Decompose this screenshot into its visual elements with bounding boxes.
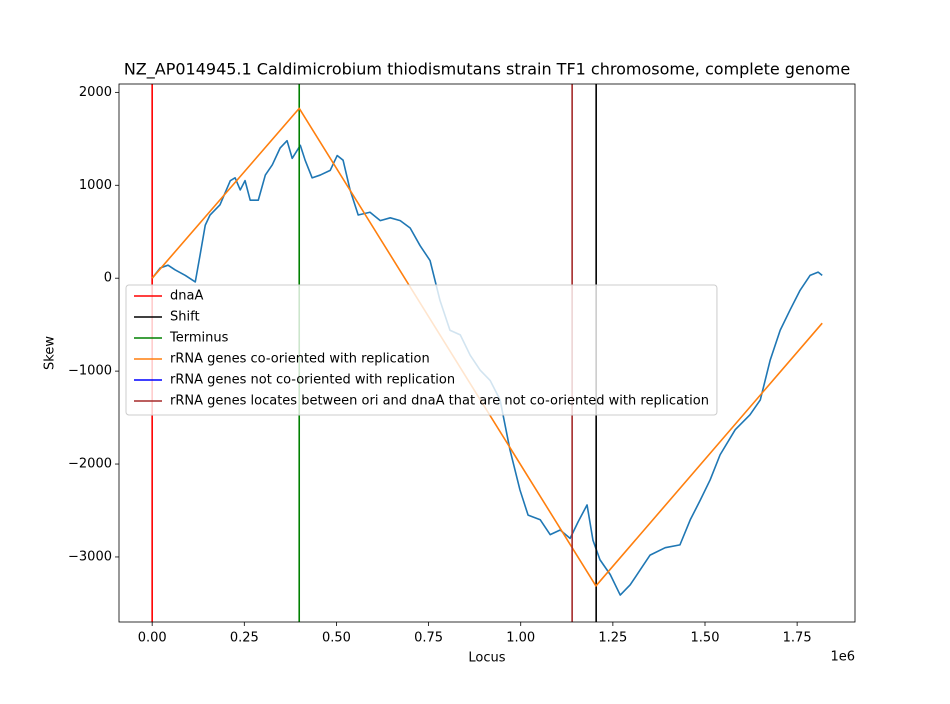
x-tick-label: 0.50 — [322, 631, 351, 646]
legend-box — [125, 284, 718, 416]
legend-label: Shift — [170, 310, 200, 325]
y-axis-label: Skew — [43, 336, 58, 370]
x-tick-label: 1.50 — [691, 631, 720, 646]
y-tick-label: −1000 — [68, 364, 112, 379]
y-tick-label: 0 — [104, 271, 112, 286]
legend-label: rRNA genes locates between ori and dnaA … — [170, 394, 709, 409]
x-tick-label: 0.75 — [414, 631, 443, 646]
legend: dnaA Shift Terminus rRNA genes co-oriented … — [125, 284, 718, 416]
x-tick-label: 1.25 — [598, 631, 627, 646]
y-tick-label: −3000 — [68, 549, 112, 564]
x-tick-label: 0.25 — [230, 631, 259, 646]
x-tick-label: 1.00 — [506, 631, 535, 646]
y-tick-label: −2000 — [68, 457, 112, 472]
x-tick-label: 0.00 — [138, 631, 167, 646]
axes-frame — [118, 83, 856, 623]
y-tick-label: 1000 — [79, 178, 112, 193]
y-tick-label: 2000 — [79, 85, 112, 100]
chart-title: NZ_AP014945.1 Caldimicrobium thiodismuta… — [124, 60, 850, 80]
x-tick-label: 1.75 — [783, 631, 812, 646]
legend-label: rRNA genes not co-oriented with replicat… — [170, 373, 455, 388]
legend-label: Terminus — [169, 331, 229, 346]
legend-label: dnaA — [170, 289, 203, 304]
x-offset-label: 1e6 — [830, 650, 855, 665]
x-axis-label: Locus — [468, 651, 505, 666]
legend-label: rRNA genes co-oriented with replication — [170, 352, 430, 367]
